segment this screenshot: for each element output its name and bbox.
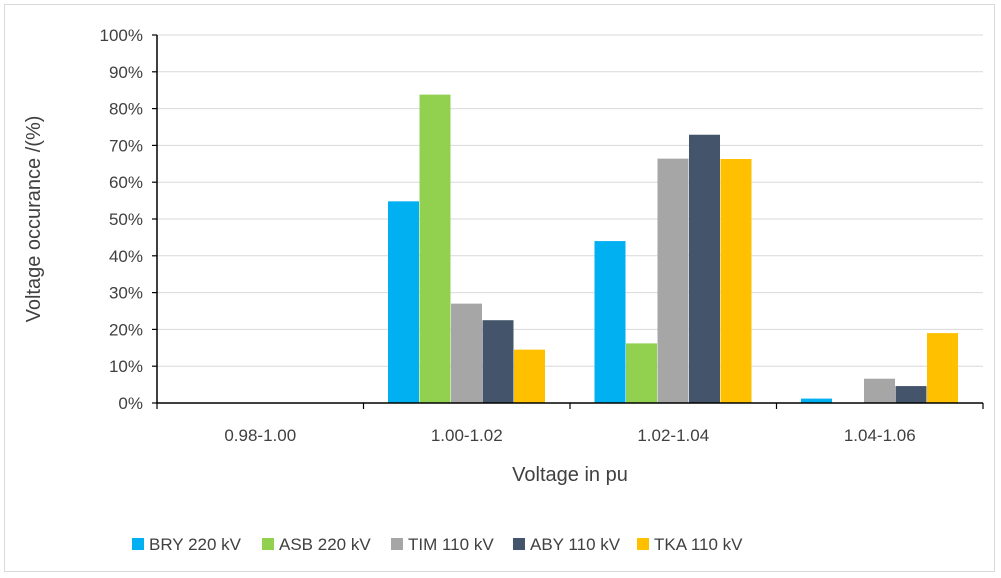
x-tick-labels: 0.98-1.00 1.00-1.02 1.02-1.04 1.04-1.06	[224, 426, 915, 445]
legend-label: BRY 220 kV	[149, 535, 242, 554]
y-tick-label: 0%	[118, 394, 143, 413]
bar	[482, 320, 514, 403]
bar	[594, 241, 626, 403]
bar	[657, 158, 689, 403]
legend-label: ABY 110 kV	[530, 535, 621, 554]
bar	[864, 378, 895, 403]
legend-swatch	[391, 538, 403, 550]
y-tick-label: 10%	[109, 357, 143, 376]
y-tick-label: 100%	[100, 26, 143, 45]
bars	[388, 94, 958, 403]
x-tick-label: 1.02-1.04	[637, 426, 709, 445]
y-tick-label: 90%	[109, 63, 143, 82]
legend-label: ASB 220 kV	[279, 535, 371, 554]
axes	[152, 34, 984, 409]
legend-swatch	[132, 538, 144, 550]
legend-label: TKA 110 kV	[654, 535, 743, 554]
legend-label: TIM 110 kV	[408, 535, 494, 554]
bar	[689, 134, 720, 403]
bar	[388, 201, 419, 403]
bar	[801, 398, 832, 403]
y-tick-label: 80%	[109, 100, 143, 119]
legend-swatch	[637, 538, 649, 550]
y-tick-label: 60%	[109, 173, 143, 192]
y-tick-label: 40%	[109, 247, 143, 266]
bar	[419, 94, 451, 403]
y-tick-label: 70%	[109, 136, 143, 155]
y-tick-label: 20%	[109, 320, 143, 339]
bar	[720, 159, 752, 403]
chart-frame	[4, 4, 995, 572]
y-tick-label: 30%	[109, 284, 143, 303]
legend-swatch	[262, 538, 274, 550]
gridlines	[157, 34, 983, 367]
y-axis-title: Voltage occurance /(%)	[23, 116, 45, 323]
bar	[626, 343, 657, 403]
legend: BRY 220 kV ASB 220 kV TIM 110 kV ABY 110 kV…	[132, 535, 743, 554]
bar	[514, 349, 545, 403]
bar	[895, 386, 927, 403]
bar	[927, 333, 958, 403]
y-tick-labels: 0% 10% 20% 30% 40% 50% 60% 70% 80% 90% 100%	[100, 26, 143, 413]
x-tick-label: 1.00-1.02	[431, 426, 503, 445]
x-tick-label: 0.98-1.00	[224, 426, 296, 445]
y-tick-label: 50%	[109, 210, 143, 229]
x-axis-title: Voltage in pu	[512, 464, 628, 486]
legend-swatch	[513, 538, 525, 550]
x-tick-label: 1.04-1.06	[844, 426, 916, 445]
bar	[451, 303, 482, 403]
